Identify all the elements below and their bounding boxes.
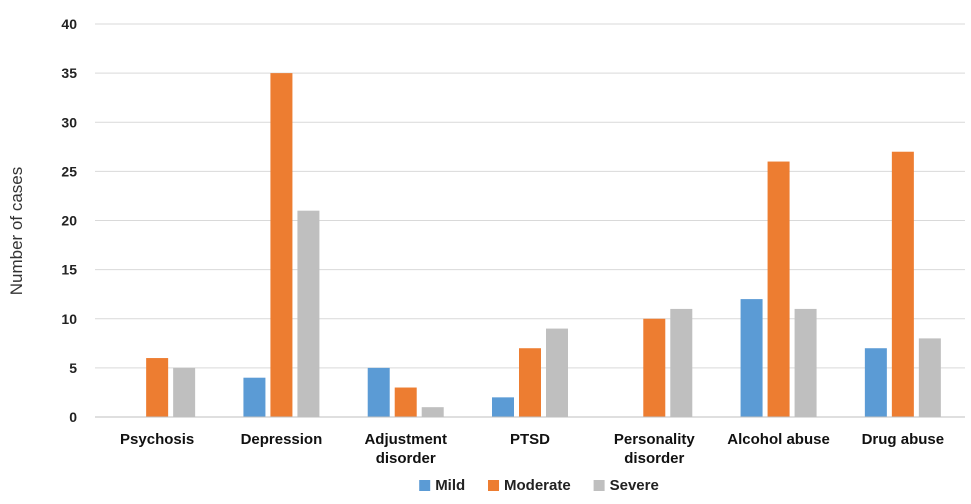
y-tick-label: 40 — [61, 16, 77, 32]
bar-moderate-1 — [270, 73, 293, 417]
y-tick-label: 10 — [61, 311, 77, 327]
bar-moderate-6 — [891, 151, 914, 417]
y-tick-label: 25 — [61, 163, 77, 179]
y-tick-label: 30 — [61, 114, 77, 130]
legend-label-severe: Severe — [610, 477, 659, 494]
bar-mild-6 — [864, 348, 887, 417]
bar-moderate-4 — [643, 318, 666, 417]
bar-moderate-3 — [519, 348, 541, 417]
x-axis-ticks: Psychosis Depression Adjustment disorder PTS… — [120, 431, 944, 467]
legend: Mild Moderate Severe — [419, 477, 659, 494]
legend-label-moderate: Moderate — [504, 477, 571, 494]
legend-label-mild: Mild — [435, 477, 465, 494]
y-tick-label: 15 — [61, 262, 77, 278]
legend-swatch-moderate — [488, 480, 499, 491]
bar-severe-0 — [173, 367, 196, 417]
x-tick-label: Personality — [614, 431, 696, 448]
y-tick-label: 35 — [61, 65, 77, 81]
bar-severe-4 — [670, 308, 693, 417]
bar-mild-3 — [492, 397, 514, 417]
x-tick-label: Alcohol abuse — [727, 431, 830, 448]
bar-severe-6 — [918, 338, 941, 417]
bar-mild-1 — [243, 377, 266, 417]
y-axis-label: Number of cases — [7, 167, 26, 296]
bar-mild-2 — [367, 367, 390, 417]
x-tick-label: disorder — [624, 450, 684, 467]
gridlines — [95, 23, 965, 369]
y-axis-ticks: 0 5 10 15 20 25 30 35 40 — [61, 16, 77, 425]
bar-moderate-0 — [146, 358, 169, 417]
bar-severe-5 — [794, 308, 817, 417]
x-tick-label: disorder — [376, 450, 436, 467]
x-tick-label: Psychosis — [120, 431, 194, 448]
bar-mild-5 — [740, 299, 763, 417]
y-tick-label: 5 — [69, 360, 77, 376]
bar-severe-1 — [297, 210, 320, 417]
bar-severe-2 — [421, 407, 444, 417]
x-tick-label: Adjustment — [364, 431, 447, 448]
legend-swatch-severe — [593, 480, 605, 491]
bar-moderate-2 — [394, 387, 417, 417]
x-tick-label: PTSD — [510, 431, 550, 448]
bars — [146, 73, 941, 417]
y-tick-label: 20 — [61, 213, 77, 229]
bar-moderate-5 — [767, 161, 790, 417]
legend-swatch-mild — [419, 480, 431, 491]
x-tick-label: Depression — [241, 431, 323, 448]
y-tick-label: 0 — [69, 409, 77, 425]
bar-severe-3 — [546, 328, 568, 417]
x-tick-label: Drug abuse — [862, 431, 945, 448]
